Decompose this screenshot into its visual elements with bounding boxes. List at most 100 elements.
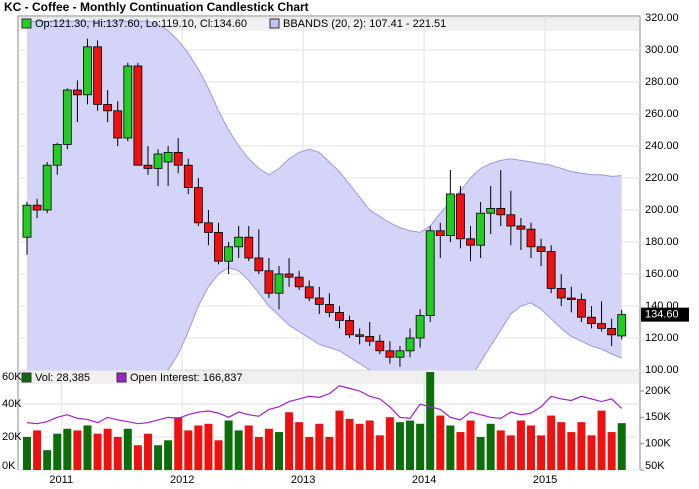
volume-bar	[436, 415, 445, 470]
volume-bar	[254, 437, 263, 470]
volume-bar	[506, 435, 515, 470]
volume-bar	[143, 433, 152, 470]
volume-bar	[426, 372, 435, 470]
legend-swatch	[21, 372, 32, 383]
volume-bar	[275, 432, 283, 470]
volume-bar	[597, 410, 606, 470]
y-tick-label: 280.00	[645, 76, 679, 88]
legend-label: Vol: 28,385	[35, 372, 90, 384]
candle-body	[254, 257, 264, 272]
volume-bar	[416, 423, 425, 470]
volume-bar	[496, 430, 505, 470]
candle-body	[73, 89, 82, 96]
volume-bar	[133, 445, 142, 470]
volume-bar	[184, 430, 193, 470]
candle-body	[496, 207, 506, 216]
candle-body	[375, 340, 385, 352]
volume-bar	[93, 433, 102, 470]
volume-bar	[577, 422, 586, 470]
y-tick-label: 60K	[2, 371, 22, 383]
candle-body	[113, 110, 123, 139]
candle-body	[93, 46, 102, 105]
volume-bar	[305, 437, 314, 470]
candle-body	[587, 316, 596, 325]
y2-tick-label: 150K	[645, 411, 671, 423]
y-tick-label: 40K	[2, 398, 22, 410]
candle-body	[435, 230, 445, 237]
candle-body	[405, 337, 415, 352]
y-tick-label: 240.00	[645, 140, 679, 152]
volume-bar	[23, 437, 31, 470]
volume-bar	[83, 425, 92, 470]
band-lower	[167, 267, 622, 370]
volume-bar	[244, 425, 253, 470]
candle-body	[234, 236, 244, 248]
candle-body	[52, 143, 62, 166]
y-tick-label: 200.00	[645, 204, 679, 216]
candle-body	[476, 212, 486, 246]
candle-body	[183, 164, 193, 188]
last-price-box	[641, 307, 689, 322]
volume-bar	[315, 423, 324, 470]
candle-body	[597, 323, 606, 329]
volume-bar	[123, 428, 132, 470]
candle-body	[284, 273, 294, 278]
volume-bar	[113, 437, 122, 470]
candle-body	[22, 204, 32, 238]
candle-body	[335, 311, 344, 321]
legend-label: Op:121.30, Hi:137.60, Lo:119.10, Cl:134.…	[35, 18, 247, 30]
band-upper	[27, 20, 622, 233]
volume-bar	[406, 420, 415, 470]
volume-bar	[295, 422, 304, 470]
volume-bar	[617, 423, 626, 470]
x-tick-label: 2014	[412, 474, 436, 486]
y-tick-label: 120.00	[645, 332, 679, 344]
volume-legend-bg	[19, 372, 639, 384]
candle-body	[314, 297, 324, 305]
band-fill	[27, 21, 622, 370]
candle-body	[324, 303, 334, 313]
volume-bar	[365, 420, 374, 470]
candle-body	[385, 350, 395, 358]
candle-body	[193, 187, 203, 224]
candle-body	[103, 104, 113, 112]
candle-body	[62, 89, 72, 145]
volume-bar	[516, 420, 525, 470]
y-tick-label: 100.00	[645, 364, 679, 376]
volume-bar	[557, 422, 566, 470]
candle-body	[365, 335, 375, 342]
candle-body	[224, 246, 234, 262]
candle-body	[153, 153, 163, 169]
legend-swatch	[21, 18, 32, 29]
x-tick-label: 2013	[291, 474, 315, 486]
y-tick-label: 260.00	[645, 108, 679, 120]
x-tick-label: 2012	[170, 474, 194, 486]
candle-body	[445, 193, 455, 236]
volume-bar	[567, 432, 576, 470]
volume-bar	[63, 428, 72, 470]
volume-bar	[466, 420, 475, 470]
candle-body	[466, 238, 475, 246]
volume-bar	[234, 430, 243, 470]
volume-bar	[164, 440, 173, 470]
open-interest-line	[26, 385, 623, 425]
candle-body	[274, 273, 284, 294]
volume-bar	[587, 435, 596, 470]
volume-bar	[174, 417, 183, 470]
candle-body	[264, 270, 274, 294]
legend-swatch	[269, 18, 280, 29]
volume-bar	[476, 437, 485, 470]
candle-body	[425, 230, 435, 317]
y-tick-label: 0K	[2, 460, 16, 472]
last-price-label: 134.60	[645, 309, 679, 321]
candle-body	[244, 236, 254, 259]
volume-bar	[73, 430, 82, 470]
candle-body	[173, 151, 183, 166]
volume-bar	[486, 423, 495, 470]
y2-tick-label: 100K	[645, 438, 671, 450]
candle-body	[607, 327, 617, 336]
volume-bar	[204, 423, 213, 470]
volume-bar	[375, 435, 384, 470]
candle-body	[415, 315, 425, 339]
